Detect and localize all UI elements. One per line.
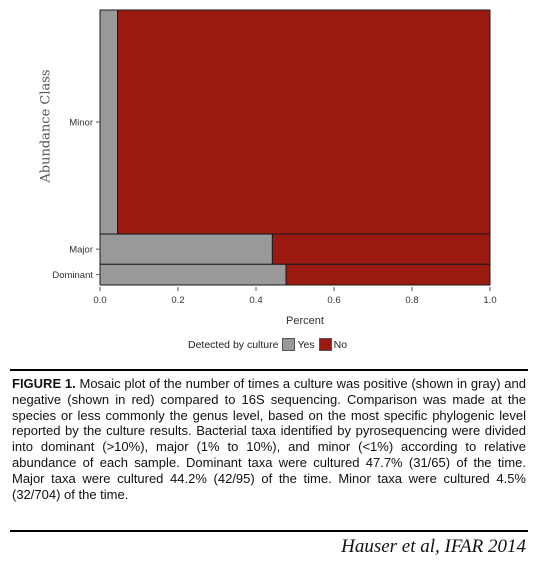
x-tick-label-1: 0.2 [171, 295, 184, 306]
tile-minor-no [117, 9, 491, 235]
caption-text: Mosaic plot of the number of times a cul… [12, 376, 526, 502]
y-tick-label-minor: Minor [69, 118, 93, 129]
y-axis: Minor Major Dominant [52, 118, 100, 281]
y-axis-title: Abundance Class [38, 69, 54, 183]
legend-swatch-yes [282, 338, 296, 351]
x-tick-label-2: 0.4 [249, 295, 262, 306]
legend-label-yes: Yes [297, 338, 315, 351]
credit-text: Hauser et al, IFAR 2014 [341, 536, 526, 557]
x-tick-label-3: 0.6 [327, 295, 340, 306]
tile-minor-yes [99, 9, 119, 235]
x-axis: 0.0 0.2 0.4 0.6 0.8 1.0 [93, 287, 497, 306]
x-axis-title: Percent [286, 315, 324, 327]
caption-bottom-rule [10, 530, 528, 532]
y-tick-label-major: Major [69, 245, 93, 256]
tile-major-yes [99, 233, 273, 265]
caption-top-rule [10, 369, 528, 371]
tile-dominant-no [285, 263, 491, 286]
x-tick-label-4: 0.8 [405, 295, 418, 306]
legend-swatch-no [318, 338, 332, 351]
mosaic-chart: Minor Major Dominant 0.0 0.2 0.4 0.6 0.8 1.0 Pe… [52, 9, 497, 327]
y-tick-label-dominant: Dominant [52, 270, 93, 281]
x-tick-label-5: 1.0 [483, 295, 496, 306]
x-tick-label-0: 0.0 [93, 295, 106, 306]
caption-label: FIGURE 1. [12, 376, 76, 391]
tile-dominant-yes [99, 263, 287, 286]
figure-caption: FIGURE 1. Mosaic plot of the number of t… [12, 376, 526, 502]
tile-major-no [271, 233, 491, 265]
legend: Detected by culture Yes No [188, 338, 347, 351]
legend-label-no: No [333, 338, 348, 351]
legend-title: Detected by culture [188, 338, 279, 351]
mosaic-tiles [99, 9, 491, 286]
